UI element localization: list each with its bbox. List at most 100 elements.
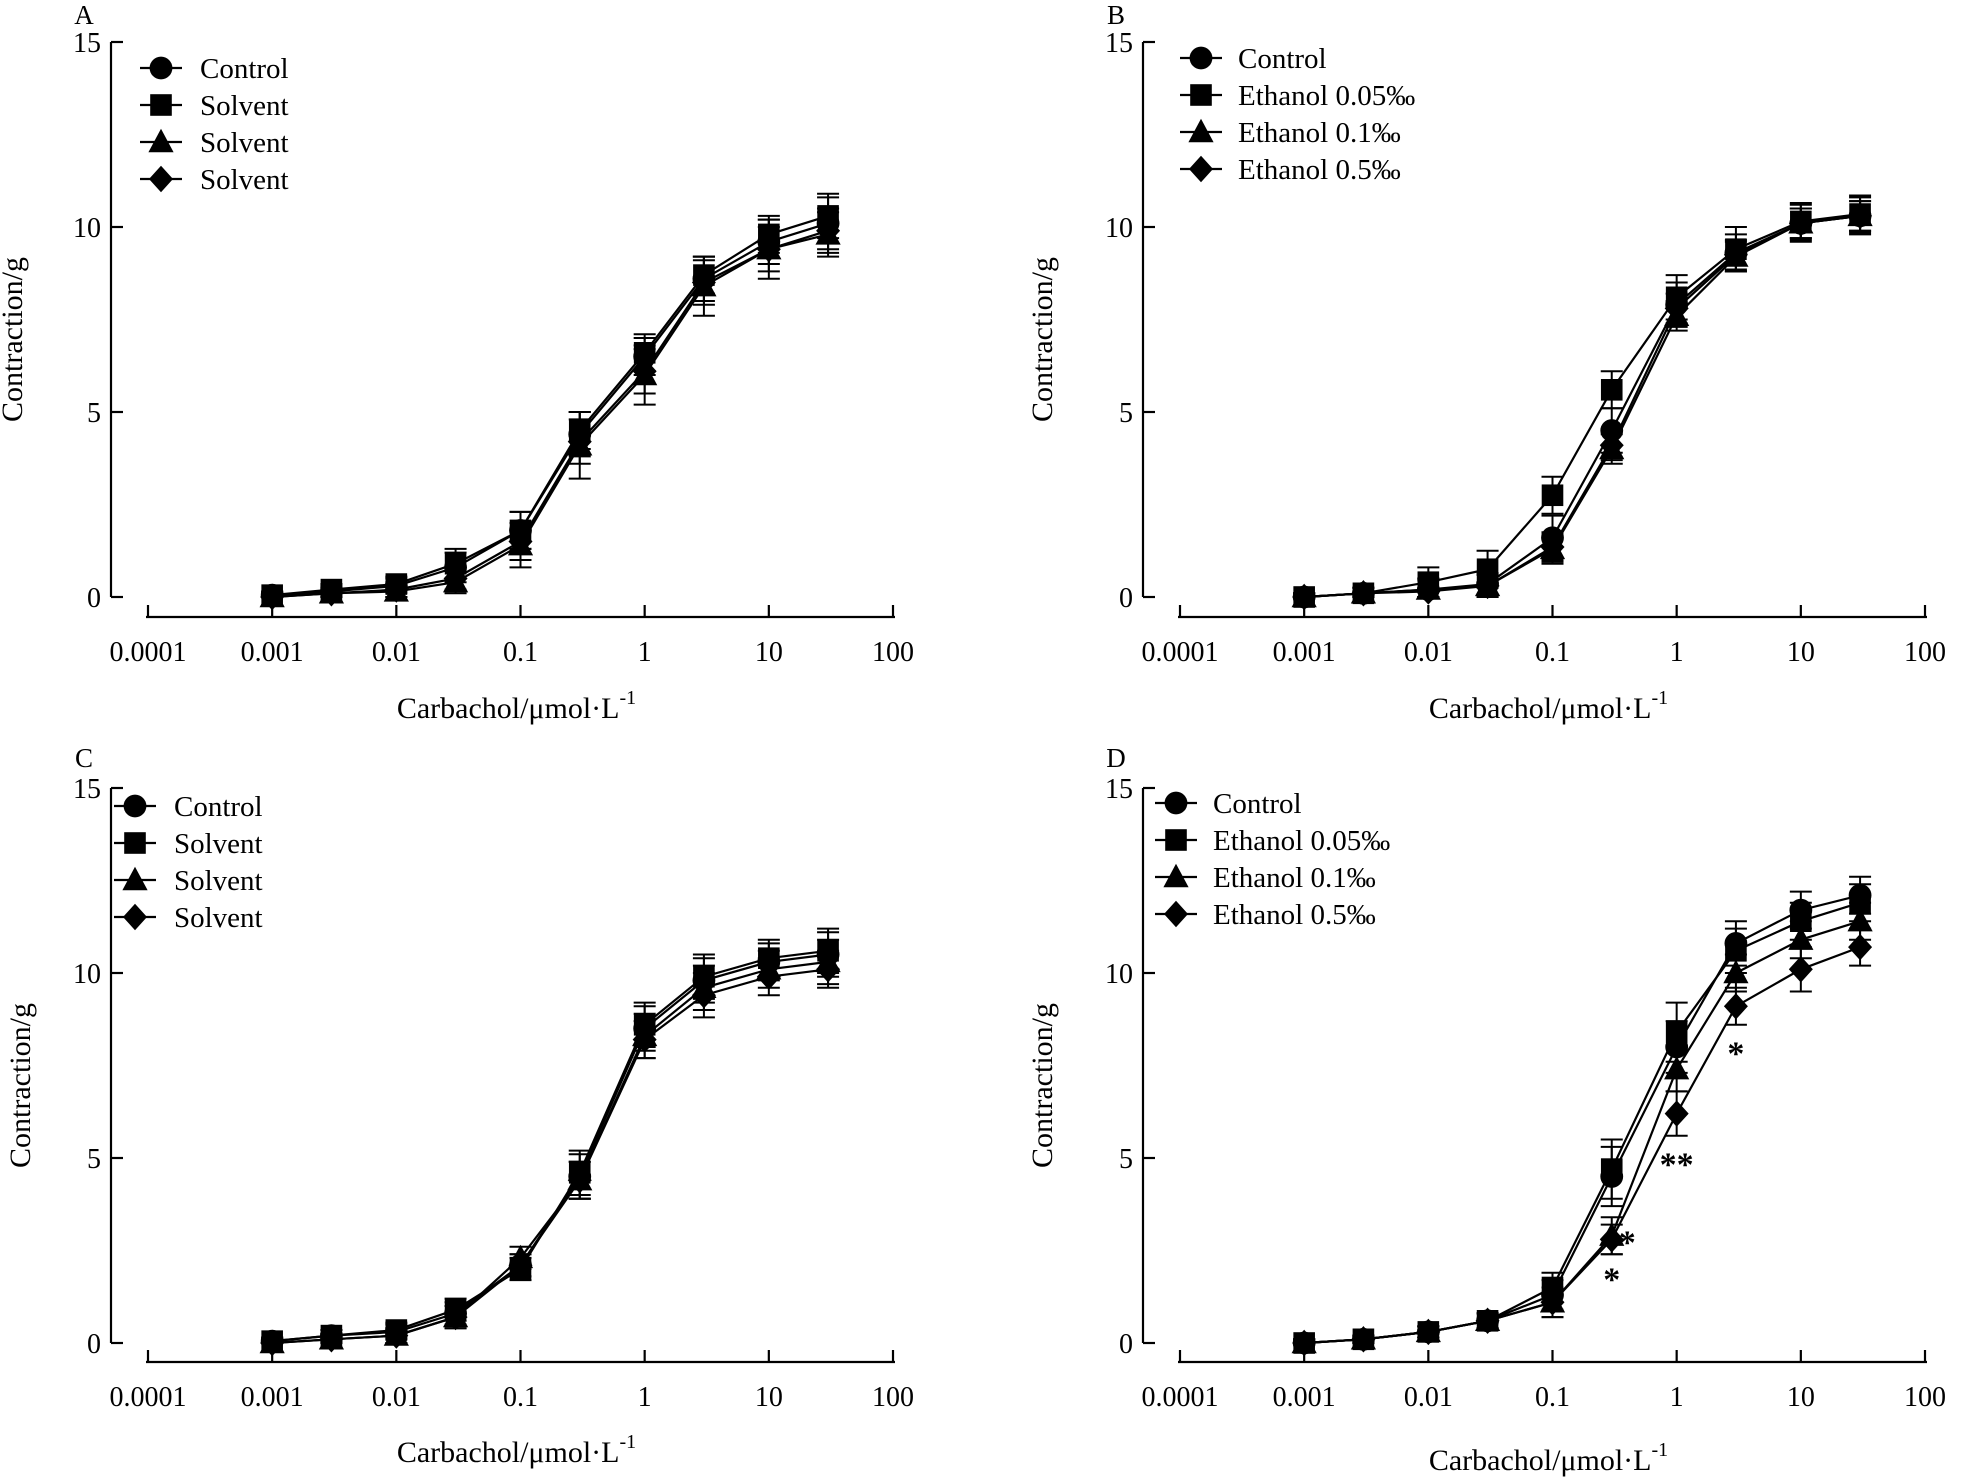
panel-a-legend-marker	[149, 56, 173, 80]
panel-c-x-tick-label: 0.1	[503, 1382, 538, 1413]
panel-a-series-3	[260, 207, 841, 611]
panel-a-x-tick-label: 0.01	[372, 637, 421, 668]
panel-b-series-2-line	[1304, 214, 1861, 599]
panel-c-legend-item: Solvent	[114, 902, 263, 934]
panel-b-series-3-point	[1788, 210, 1813, 237]
panel-d-legend-item: Ethanol 0.5‰	[1155, 899, 1376, 931]
panel-c-x-tick-label: 1	[638, 1382, 652, 1413]
panel-c-y-tick-label: 5	[87, 1144, 101, 1175]
panel-a-series-3-point	[632, 358, 657, 385]
panel-d-series-3-point	[1723, 993, 1748, 1020]
panel-c-legend-item: Control	[114, 791, 263, 823]
panel-d-letter: D	[1106, 743, 1126, 773]
panel-d-x-tick-label: 1	[1670, 1382, 1684, 1413]
panel-c-legend-item: Solvent	[114, 828, 263, 860]
panel-b-series-1	[1293, 194, 1872, 608]
panel-a-letter: A	[74, 0, 94, 30]
panel-b-x-tick-label: 0.0001	[1142, 637, 1219, 668]
panel-b-legend-marker	[1188, 118, 1214, 143]
panel-a-legend-item: Solvent	[140, 127, 289, 159]
panel-b-series-3-point	[1351, 580, 1376, 607]
panel-d-series-1-point	[1600, 1158, 1623, 1180]
panel-a-series-1	[261, 192, 840, 606]
panel-d-series-3-line	[1304, 946, 1861, 1345]
panel-d-x-tick-label: 0.001	[1273, 1382, 1336, 1413]
panel-d-series-1	[1293, 883, 1872, 1354]
panel-d-x-axis: 0.0001 0.001 0.01 0.1 1 10 100 Carbachol/μmol·L…	[1142, 1350, 1946, 1477]
panel-c-x-tick-label: 100	[872, 1382, 914, 1413]
panel-b-legend-marker	[1189, 46, 1213, 70]
panel-a-x-tick-label: 0.0001	[110, 637, 187, 668]
panel-d-series-3-point	[1416, 1318, 1441, 1346]
panel-c-y-axis-title: Contraction/g	[4, 1003, 37, 1168]
panel-b-legend: Control Ethanol 0.05‰ Ethanol 0.1‰ Ethanol …	[1180, 43, 1415, 186]
panel-c-legend-item: Solvent	[114, 865, 263, 897]
panel-c-legend-marker	[122, 866, 148, 891]
panel-b-y-axis-title: Contraction/g	[1026, 257, 1059, 422]
panel-d-legend-label: Ethanol 0.05‰	[1213, 825, 1390, 857]
panel-a-series-1-point	[444, 552, 467, 575]
panel-a-legend-label: Control	[200, 53, 289, 85]
panel-a-legend: Control Solvent Solvent Solvent	[140, 53, 289, 196]
panel-a-y-tick-label: 0	[87, 583, 101, 614]
panel-a-legend-item: Control	[140, 53, 289, 85]
panel-b-legend-marker	[1189, 155, 1213, 183]
panel-a-x-axis-title-superscript: -1	[620, 687, 637, 709]
panel-c-legend-label: Solvent	[174, 828, 263, 860]
panel-a-series-2-line	[272, 233, 829, 599]
panel-c-series-2-line	[272, 960, 829, 1345]
panel-a-legend-label: Solvent	[200, 127, 289, 159]
panel-b-series-3-line	[1304, 214, 1861, 599]
panel-d-legend-item: Ethanol 0.1‰	[1155, 862, 1376, 894]
panel-c-x-axis-title-main: Carbachol/μmol·L	[397, 1436, 620, 1469]
panel-c-y-tick-label: 0	[87, 1329, 101, 1360]
panel-d-legend-marker	[1164, 900, 1188, 928]
panel-a-series-3-point	[443, 565, 468, 592]
panel-a-series-3-line	[272, 229, 829, 599]
panel-b: B 0 5 10 15 Contraction/g 0.0001 0.001 0.01 0.1 1 1…	[1026, 0, 1946, 725]
panel-d-x-axis-title-main: Carbachol/μmol·L	[1429, 1444, 1652, 1477]
panel-b-legend-item: Control	[1180, 43, 1327, 75]
panel-b-legend-label: Ethanol 0.05‰	[1238, 80, 1415, 112]
panel-d-legend-item: Control	[1155, 788, 1302, 820]
panel-d-series-1-point	[1665, 1021, 1688, 1043]
panel-d-y-tick-label: 5	[1119, 1144, 1133, 1175]
panel-c-series-3-point	[260, 1329, 285, 1357]
panel-d-y-tick-label: 10	[1105, 959, 1133, 990]
panel-c-legend-label: Control	[174, 791, 263, 823]
panel-a-y-tick-label: 5	[87, 398, 101, 429]
panel-b-legend-label: Control	[1238, 43, 1327, 75]
panel-a-series-0-line	[272, 222, 829, 597]
panel-a-y-tick-label: 15	[73, 28, 101, 59]
panel-b-series-2	[1291, 200, 1873, 608]
panel-c-series-1	[261, 927, 840, 1352]
panel-c-series-3-point	[756, 963, 781, 990]
panel-a-series-3-point	[756, 236, 781, 263]
panel-b-y-tick-label: 15	[1105, 28, 1133, 59]
panel-b-x-tick-label: 0.1	[1535, 637, 1570, 668]
panel-a: A 0 5 10 15 Contraction/g 0.0001 0.001 0.01 0.1 1 1…	[0, 0, 914, 725]
panel-c-x-axis-title-superscript: -1	[620, 1431, 637, 1453]
panel-a-series-3-point	[567, 428, 592, 455]
panel-a-legend-marker	[148, 128, 174, 153]
panel-c-x-tick-label: 10	[755, 1382, 783, 1413]
panel-d-series-3-point	[1292, 1329, 1317, 1357]
panel-a-series-1-line	[272, 214, 829, 597]
panel-d-series-2-line	[1304, 920, 1861, 1345]
panel-a-x-axis: 0.0001 0.001 0.01 0.1 1 10 100 Carbachol/μmol·L…	[110, 605, 914, 725]
panel-a-x-tick-label: 1	[638, 637, 652, 668]
panel-d-x-tick-label: 10	[1787, 1382, 1815, 1413]
panel-d-series-2-point	[1664, 1056, 1690, 1080]
panel-b-x-tick-label: 10	[1787, 637, 1815, 668]
panel-b-letter: B	[1107, 0, 1125, 30]
panel-a-series-2	[259, 211, 841, 608]
panel-c-series-3-point	[816, 956, 841, 983]
panel-c-x-tick-label: 0.001	[241, 1382, 304, 1413]
panel-b-series-3	[1292, 200, 1873, 611]
panel-c-series-3-line	[272, 968, 829, 1345]
panel-c-legend-marker	[123, 794, 147, 818]
panel-d-significance-mark: *	[1619, 1224, 1636, 1261]
panel-a-series-3-point	[319, 580, 344, 607]
panel-b-series-3-point	[1848, 202, 1873, 230]
